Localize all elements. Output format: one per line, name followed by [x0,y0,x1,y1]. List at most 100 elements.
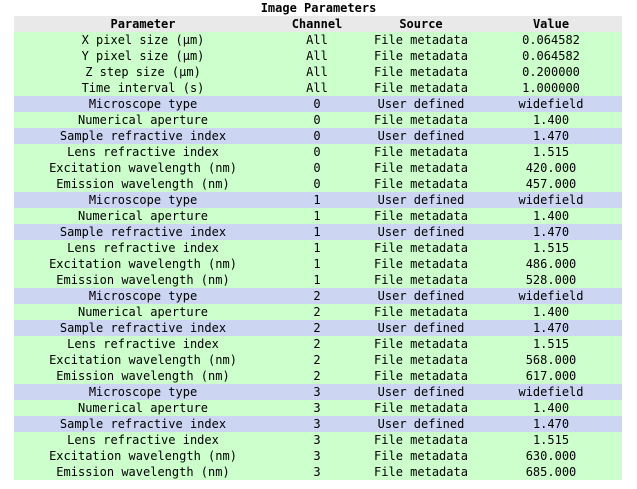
table-row: Emission wavelength (nm) 1 File metadata 52… [14,272,622,288]
cell-value: widefield [480,96,622,112]
column-header-value: Value [480,16,622,32]
cell-value: 568.000 [480,352,622,368]
cell-value: 1.515 [480,432,622,448]
cell-parameter: Emission wavelength (nm) [14,176,272,192]
cell-value: 486.000 [480,256,622,272]
cell-parameter: Microscope type [14,96,272,112]
table-row: Numerical aperture 2 File metadata 1.400 [14,304,622,320]
cell-source: User defined [362,288,480,304]
cell-source: File metadata [362,208,480,224]
cell-parameter: Y pixel size (μm) [14,48,272,64]
table-row: Microscope type 0 User defined widefield [14,96,622,112]
cell-value: 1.400 [480,112,622,128]
table-row: X pixel size (μm) All File metadata 0.06458… [14,32,622,48]
cell-value: 1.470 [480,320,622,336]
cell-channel: 2 [272,368,362,384]
cell-channel: 1 [272,224,362,240]
cell-value: 685.000 [480,464,622,480]
cell-value: 0.064582 [480,48,622,64]
cell-source: File metadata [362,256,480,272]
table-header-row: Parameter Channel Source Value [14,16,622,32]
cell-value: 1.400 [480,208,622,224]
cell-source: User defined [362,320,480,336]
cell-channel: All [272,64,362,80]
cell-channel: 3 [272,384,362,400]
table-row: Emission wavelength (nm) 2 File metadata 61… [14,368,622,384]
cell-channel: 0 [272,176,362,192]
cell-channel: All [272,32,362,48]
cell-parameter: Excitation wavelength (nm) [14,256,272,272]
cell-source: File metadata [362,48,480,64]
cell-source: File metadata [362,240,480,256]
parameters-table: Parameter Channel Source Value X pixel s… [14,16,622,480]
cell-parameter: Numerical aperture [14,304,272,320]
table-row: Excitation wavelength (nm) 3 File metadata… [14,448,622,464]
cell-channel: 0 [272,160,362,176]
table-row: Excitation wavelength (nm) 2 File metadata… [14,352,622,368]
table-row: Emission wavelength (nm) 3 File metadata 68… [14,464,622,480]
cell-channel: 0 [272,112,362,128]
cell-parameter: X pixel size (μm) [14,32,272,48]
cell-channel: 2 [272,336,362,352]
cell-channel: All [272,80,362,96]
cell-parameter: Lens refractive index [14,240,272,256]
table-row: Microscope type 1 User defined widefield [14,192,622,208]
table-row: Excitation wavelength (nm) 0 File metadata… [14,160,622,176]
cell-source: File metadata [362,176,480,192]
cell-source: File metadata [362,160,480,176]
cell-parameter: Microscope type [14,384,272,400]
cell-value: 1.000000 [480,80,622,96]
cell-source: File metadata [362,432,480,448]
cell-parameter: Numerical aperture [14,112,272,128]
cell-parameter: Emission wavelength (nm) [14,464,272,480]
cell-parameter: Lens refractive index [14,336,272,352]
cell-source: User defined [362,416,480,432]
table-row: Emission wavelength (nm) 0 File metadata 45… [14,176,622,192]
cell-channel: 1 [272,192,362,208]
cell-channel: 1 [272,208,362,224]
cell-channel: 3 [272,464,362,480]
cell-channel: 2 [272,352,362,368]
column-header-parameter: Parameter [14,16,272,32]
cell-parameter: Emission wavelength (nm) [14,368,272,384]
cell-value: 420.000 [480,160,622,176]
panel-title: Image Parameters [260,1,377,15]
cell-value: 1.470 [480,416,622,432]
cell-value: 0.200000 [480,64,622,80]
cell-parameter: Emission wavelength (nm) [14,272,272,288]
cell-parameter: Excitation wavelength (nm) [14,352,272,368]
table-row: Numerical aperture 0 File metadata 1.400 [14,112,622,128]
cell-channel: 0 [272,96,362,112]
table-row: Microscope type 3 User defined widefield [14,384,622,400]
column-header-channel: Channel [272,16,362,32]
table-row: Numerical aperture 1 File metadata 1.400 [14,208,622,224]
cell-value: 1.400 [480,304,622,320]
table-row: Y pixel size (μm) All File metadata 0.06458… [14,48,622,64]
cell-source: File metadata [362,32,480,48]
cell-source: File metadata [362,400,480,416]
cell-source: User defined [362,192,480,208]
cell-parameter: Lens refractive index [14,432,272,448]
cell-value: 1.470 [480,128,622,144]
cell-parameter: Lens refractive index [14,144,272,160]
table-row: Lens refractive index 1 File metadata 1.515 [14,240,622,256]
cell-parameter: Numerical aperture [14,400,272,416]
table-row: Lens refractive index 2 File metadata 1.515 [14,336,622,352]
cell-source: File metadata [362,144,480,160]
cell-value: 457.000 [480,176,622,192]
cell-source: File metadata [362,352,480,368]
table-row: Lens refractive index 0 File metadata 1.515 [14,144,622,160]
cell-source: File metadata [362,368,480,384]
cell-value: widefield [480,192,622,208]
cell-value: widefield [480,288,622,304]
cell-parameter: Z step size (μm) [14,64,272,80]
cell-source: User defined [362,224,480,240]
cell-source: File metadata [362,336,480,352]
cell-value: 1.400 [480,400,622,416]
table-row: Excitation wavelength (nm) 1 File metadata… [14,256,622,272]
cell-source: User defined [362,96,480,112]
cell-channel: 1 [272,256,362,272]
cell-channel: 1 [272,272,362,288]
cell-source: User defined [362,128,480,144]
